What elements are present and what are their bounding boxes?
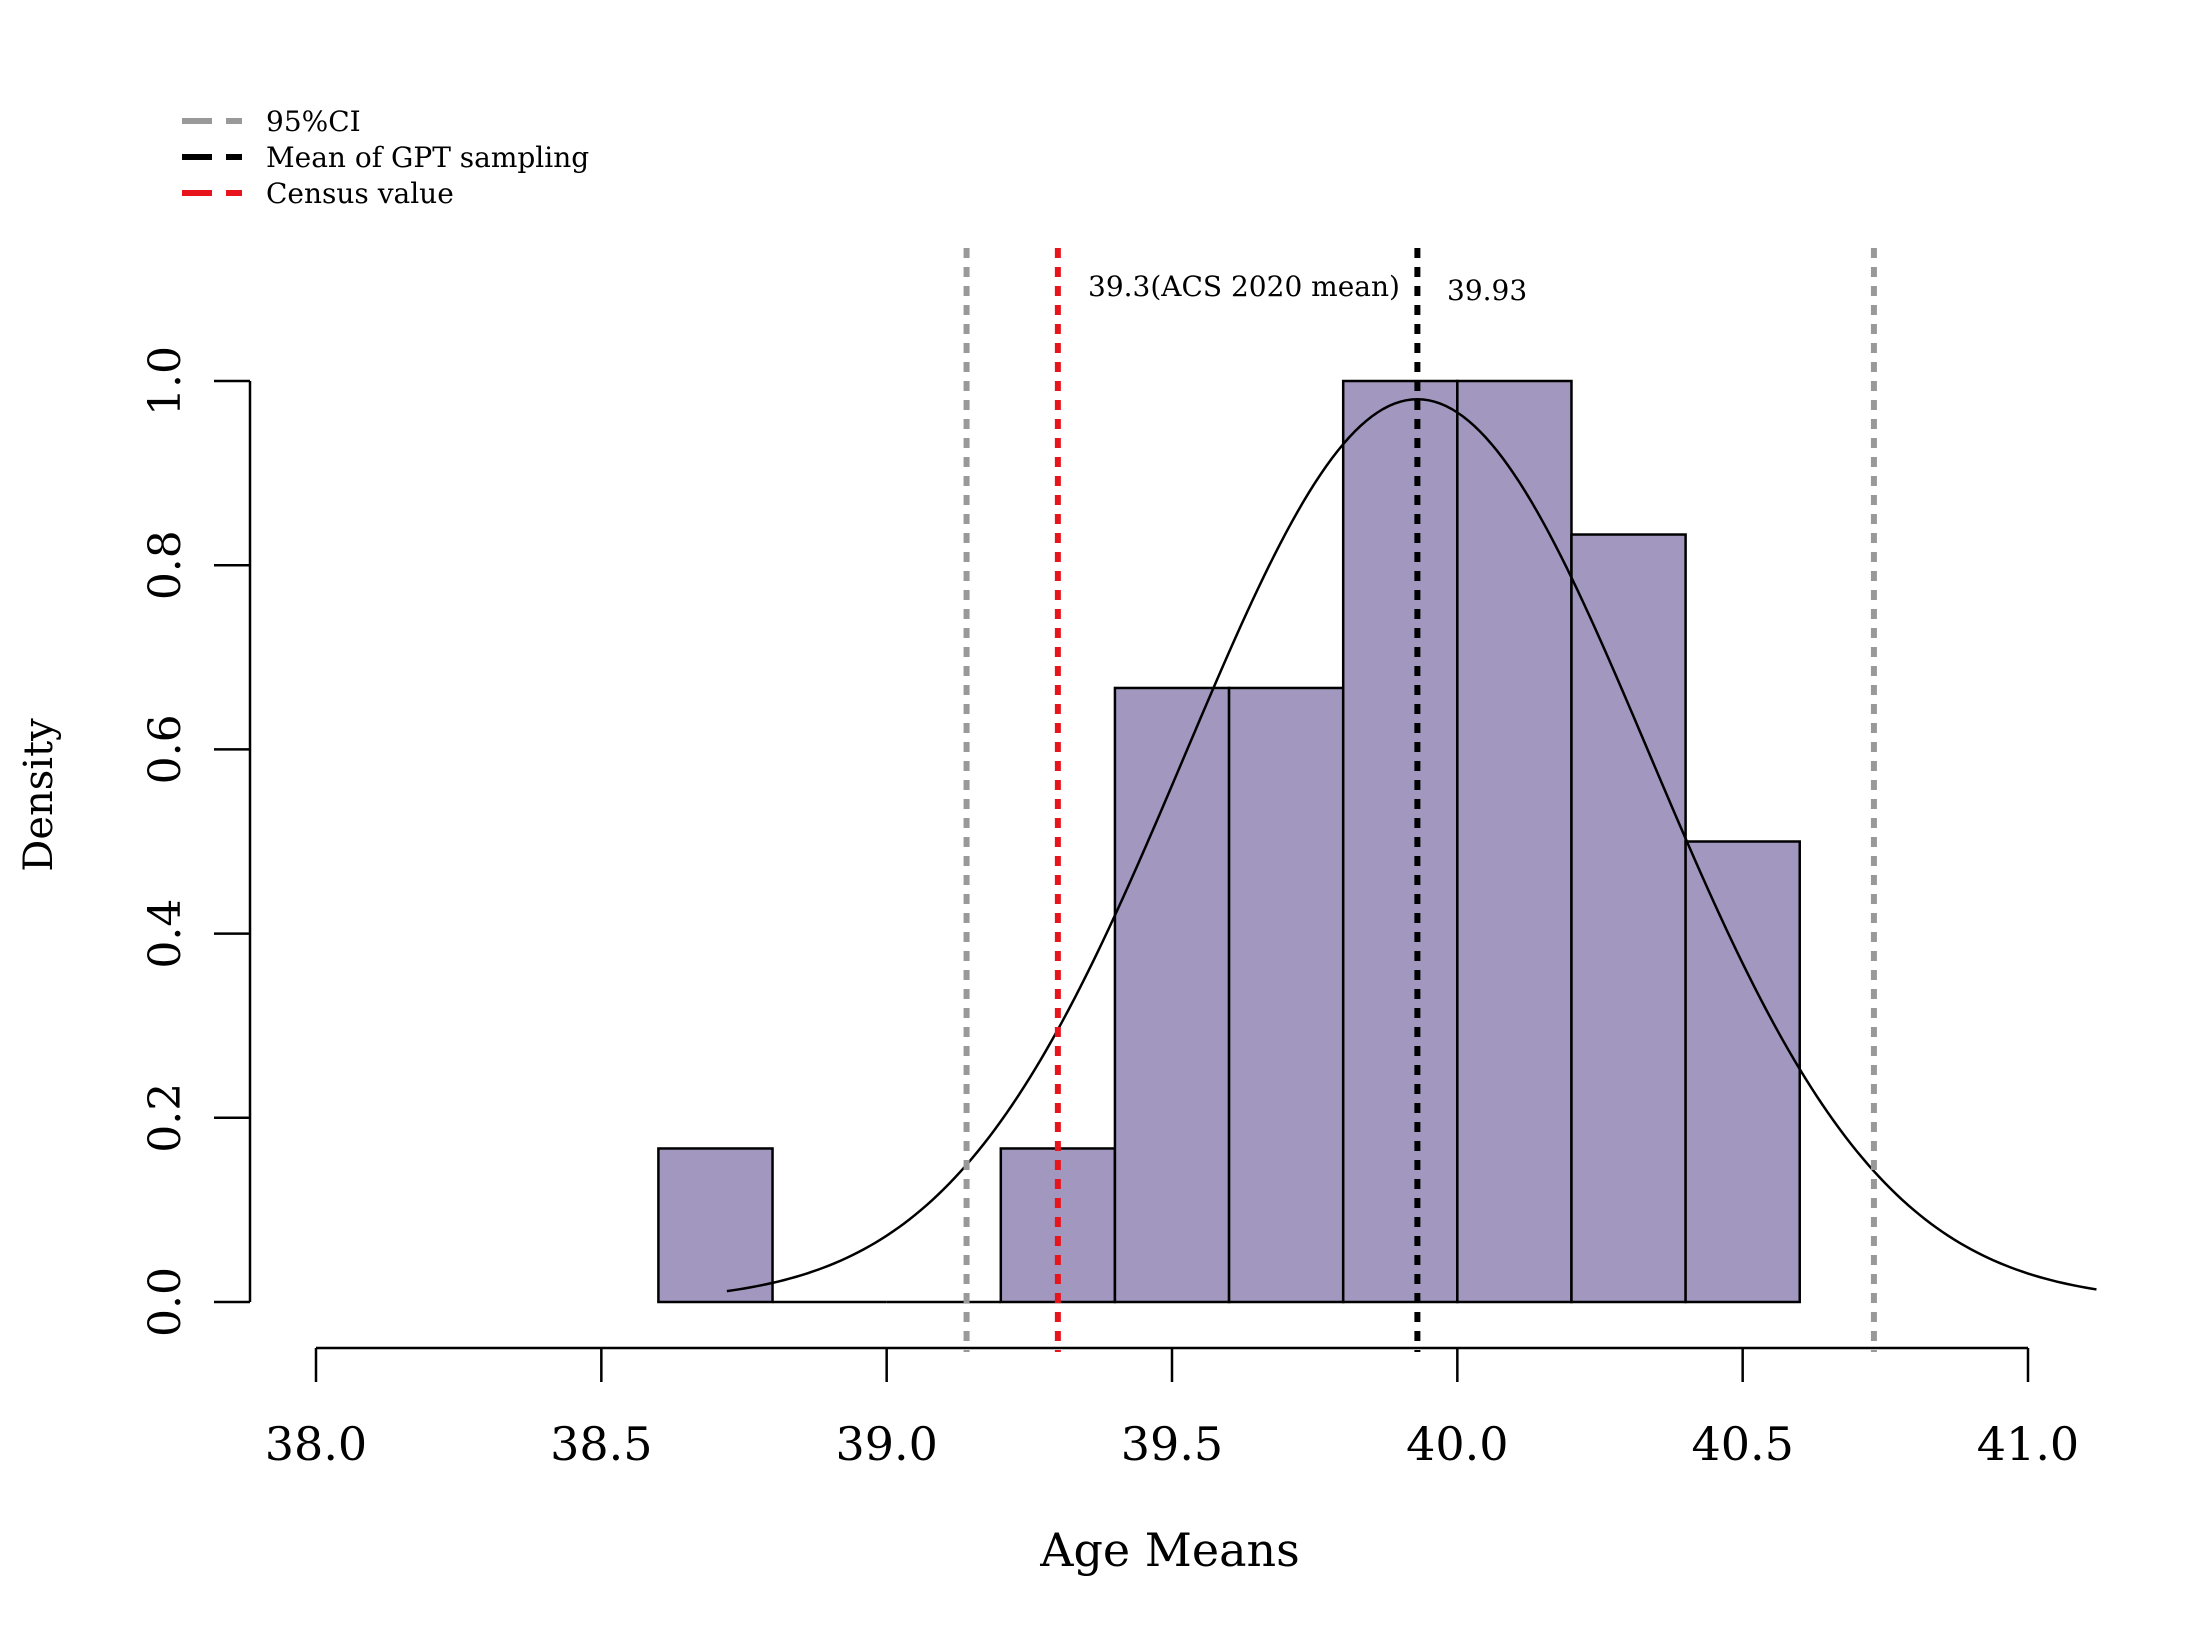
x-axis-ticks: 38.0 38.5 39.0 39.5 40.0 40.5 41.0 <box>265 1348 2079 1471</box>
histogram-bars <box>657 379 1801 1304</box>
normal-density-curve <box>726 397 2097 1293</box>
y-tick-label: 0.6 <box>140 714 191 784</box>
legend-label: Census value <box>266 177 454 210</box>
x-axis: 38.0 38.5 39.0 39.5 40.0 40.5 41.0 <box>265 1346 2079 1471</box>
x-axis-title: Age Means <box>1039 1523 1300 1577</box>
x-tick-label: 39.5 <box>1121 1417 1223 1471</box>
y-tick-label: 0.0 <box>140 1267 191 1337</box>
y-tick-label: 0.8 <box>140 530 191 600</box>
histogram-bar <box>1113 686 1231 1304</box>
x-tick-label: 38.5 <box>550 1417 652 1471</box>
reference-lines <box>963 248 1877 1352</box>
y-axis: 0.0 0.2 0.4 0.6 0.8 1.0 <box>140 346 252 1337</box>
histogram-bar <box>1341 379 1459 1304</box>
histogram-bar <box>1684 840 1801 1304</box>
x-tick-label: 40.5 <box>1691 1417 1793 1471</box>
y-tick-label: 0.2 <box>140 1083 191 1153</box>
y-axis-title: Density <box>16 718 62 872</box>
legend-label: Mean of GPT sampling <box>266 141 589 174</box>
x-tick-label: 41.0 <box>1977 1417 2079 1471</box>
gpt-mean-value-label: 39.93 <box>1447 274 1527 307</box>
reference-line-labels: 39.3(ACS 2020 mean) 39.93 <box>1088 270 1527 307</box>
x-tick-label: 38.0 <box>265 1417 367 1471</box>
legend-label: 95%CI <box>266 105 361 138</box>
y-axis-ticks: 0.0 0.2 0.4 0.6 0.8 1.0 <box>140 346 250 1337</box>
y-tick-label: 1.0 <box>140 346 191 416</box>
histogram-bar <box>1456 379 1573 1304</box>
histogram-bar <box>1570 533 1687 1304</box>
x-tick-label: 39.0 <box>835 1417 937 1471</box>
y-tick-label: 0.4 <box>140 899 191 969</box>
census-value-label: 39.3(ACS 2020 mean) <box>1088 270 1400 303</box>
histogram-bar <box>1227 686 1345 1304</box>
histogram-bar <box>657 1147 774 1304</box>
x-tick-label: 40.0 <box>1406 1417 1508 1471</box>
